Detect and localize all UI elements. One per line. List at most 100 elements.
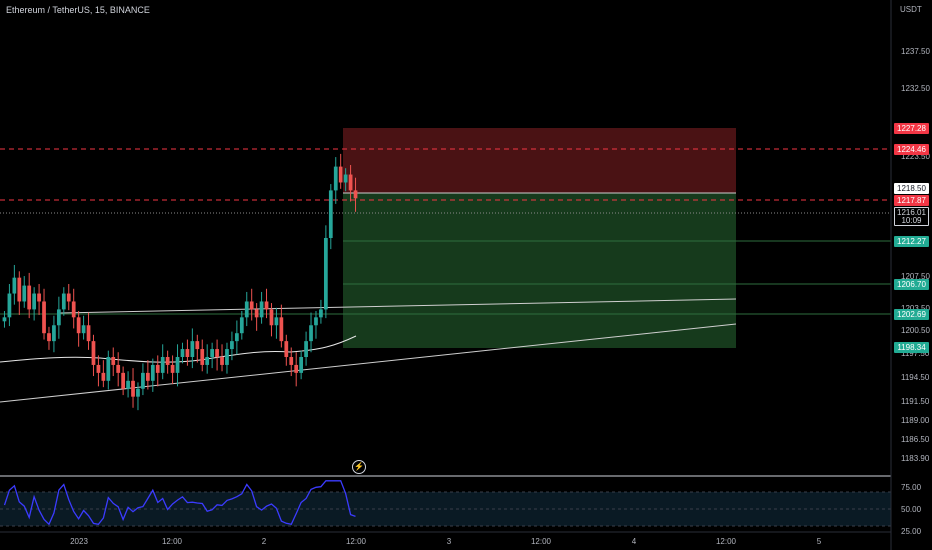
- candle-up: [244, 301, 249, 318]
- candle-up: [259, 301, 264, 318]
- lightning-icon[interactable]: ⚡: [352, 460, 366, 474]
- rsi-line: [3, 480, 356, 526]
- candle-up: [141, 372, 145, 389]
- current-price-tag[interactable]: 1216.01 10:09: [894, 207, 929, 226]
- candle-down: [71, 301, 76, 318]
- candle-up: [205, 357, 210, 365]
- candle-up: [323, 238, 328, 310]
- candle-up: [239, 317, 244, 334]
- target-3-price-tag[interactable]: 1202.69: [894, 309, 929, 320]
- upper-trendline[interactable]: [59, 298, 737, 314]
- profit-zone[interactable]: [343, 193, 736, 348]
- entry-price-tag[interactable]: 1218.50: [894, 183, 929, 194]
- candle-down: [338, 166, 343, 183]
- price-tick: 1186.50: [901, 435, 930, 444]
- rsi-tick: 75.00: [901, 483, 922, 492]
- candle-up: [160, 357, 165, 373]
- candle-up: [314, 317, 318, 326]
- candle-up: [126, 380, 130, 389]
- red-line-price-tag[interactable]: 1224.46: [894, 144, 929, 155]
- price-tick: 1191.50: [901, 397, 930, 406]
- candle-up: [12, 277, 17, 294]
- candle-down: [101, 372, 106, 381]
- time-label: 12:00: [530, 537, 552, 546]
- candle-up: [7, 293, 12, 318]
- candle-up: [319, 309, 323, 318]
- candle-down: [185, 349, 190, 357]
- price-tick: 1183.90: [901, 454, 930, 463]
- price-tick: 1207.50: [901, 272, 930, 281]
- price-tick: 1200.50: [901, 326, 930, 335]
- symbol-title[interactable]: Ethereum / TetherUS, 15, BINANCE: [6, 5, 150, 15]
- candle-up: [56, 309, 61, 326]
- candle-up: [274, 317, 279, 326]
- target-4-price-tag[interactable]: 1198.34: [894, 342, 929, 353]
- candle-down: [145, 372, 150, 381]
- candle-down: [254, 309, 259, 318]
- candle-down: [289, 357, 294, 365]
- candle-up: [81, 325, 86, 334]
- candle-up: [328, 190, 333, 238]
- candle-up: [343, 174, 348, 183]
- candle-down: [294, 364, 299, 373]
- candle-down: [269, 309, 274, 326]
- time-label: 4: [631, 537, 637, 546]
- red-line-price-tag-lower[interactable]: 1217.87: [894, 195, 929, 206]
- candle-up: [106, 357, 111, 381]
- candle-up: [230, 341, 234, 350]
- time-label: 3: [446, 537, 452, 546]
- time-label: 12:00: [345, 537, 367, 546]
- candle-down: [353, 190, 358, 199]
- candle-up: [190, 341, 195, 357]
- candle-down: [96, 364, 101, 373]
- time-label: 12:00: [161, 537, 183, 546]
- candle-down: [155, 364, 160, 373]
- candle-up: [309, 325, 313, 342]
- candle-down: [170, 364, 175, 373]
- candle-down: [131, 380, 135, 397]
- candle-down: [284, 341, 289, 357]
- candle-up: [210, 349, 215, 357]
- candle-down: [47, 333, 51, 342]
- candle-series: [2, 153, 358, 411]
- candle-up: [333, 166, 338, 191]
- bar-countdown: 10:09: [901, 216, 922, 225]
- candle-down: [200, 349, 205, 365]
- time-axis[interactable]: 2023 12:00 2 12:00 3 12:00 4 12:00 5: [0, 532, 891, 550]
- candle-up: [175, 357, 180, 373]
- time-label: 2: [261, 537, 267, 546]
- candle-up: [22, 285, 27, 302]
- candle-down: [17, 277, 22, 302]
- candle-up: [225, 349, 229, 365]
- candle-down: [111, 357, 116, 365]
- candle-up: [234, 333, 239, 342]
- candle-down: [215, 349, 219, 357]
- rsi-tick: 25.00: [901, 527, 922, 536]
- candle-up: [304, 341, 308, 357]
- currency-label: USDT: [900, 5, 922, 14]
- candle-down: [86, 325, 91, 342]
- time-label: 2023: [70, 537, 88, 546]
- price-tick: 1223.50: [901, 152, 930, 161]
- stop-loss-zone[interactable]: [343, 128, 736, 193]
- candle-down: [220, 357, 224, 365]
- rsi-tick: 50.00: [901, 505, 922, 514]
- candle-down: [165, 357, 170, 365]
- candle-up: [52, 325, 56, 342]
- candle-up: [136, 388, 140, 397]
- target-1-price-tag[interactable]: 1212.27: [894, 236, 929, 247]
- candle-down: [195, 341, 200, 350]
- candle-up: [32, 293, 37, 310]
- price-tick: 1189.00: [901, 416, 930, 425]
- candle-up: [61, 293, 66, 310]
- candle-down: [76, 317, 81, 334]
- candle-down: [37, 293, 41, 302]
- target-2-price-tag[interactable]: 1206.70: [894, 279, 929, 290]
- price-axis[interactable]: USDT 1237.50 1232.50 1223.50 1211.50 120…: [891, 0, 932, 536]
- stop-loss-price-tag[interactable]: 1227.28: [894, 123, 929, 134]
- candle-down: [279, 317, 284, 342]
- candle-down: [249, 301, 254, 310]
- price-tick: 1197.50: [901, 349, 930, 358]
- candle-down: [348, 174, 353, 191]
